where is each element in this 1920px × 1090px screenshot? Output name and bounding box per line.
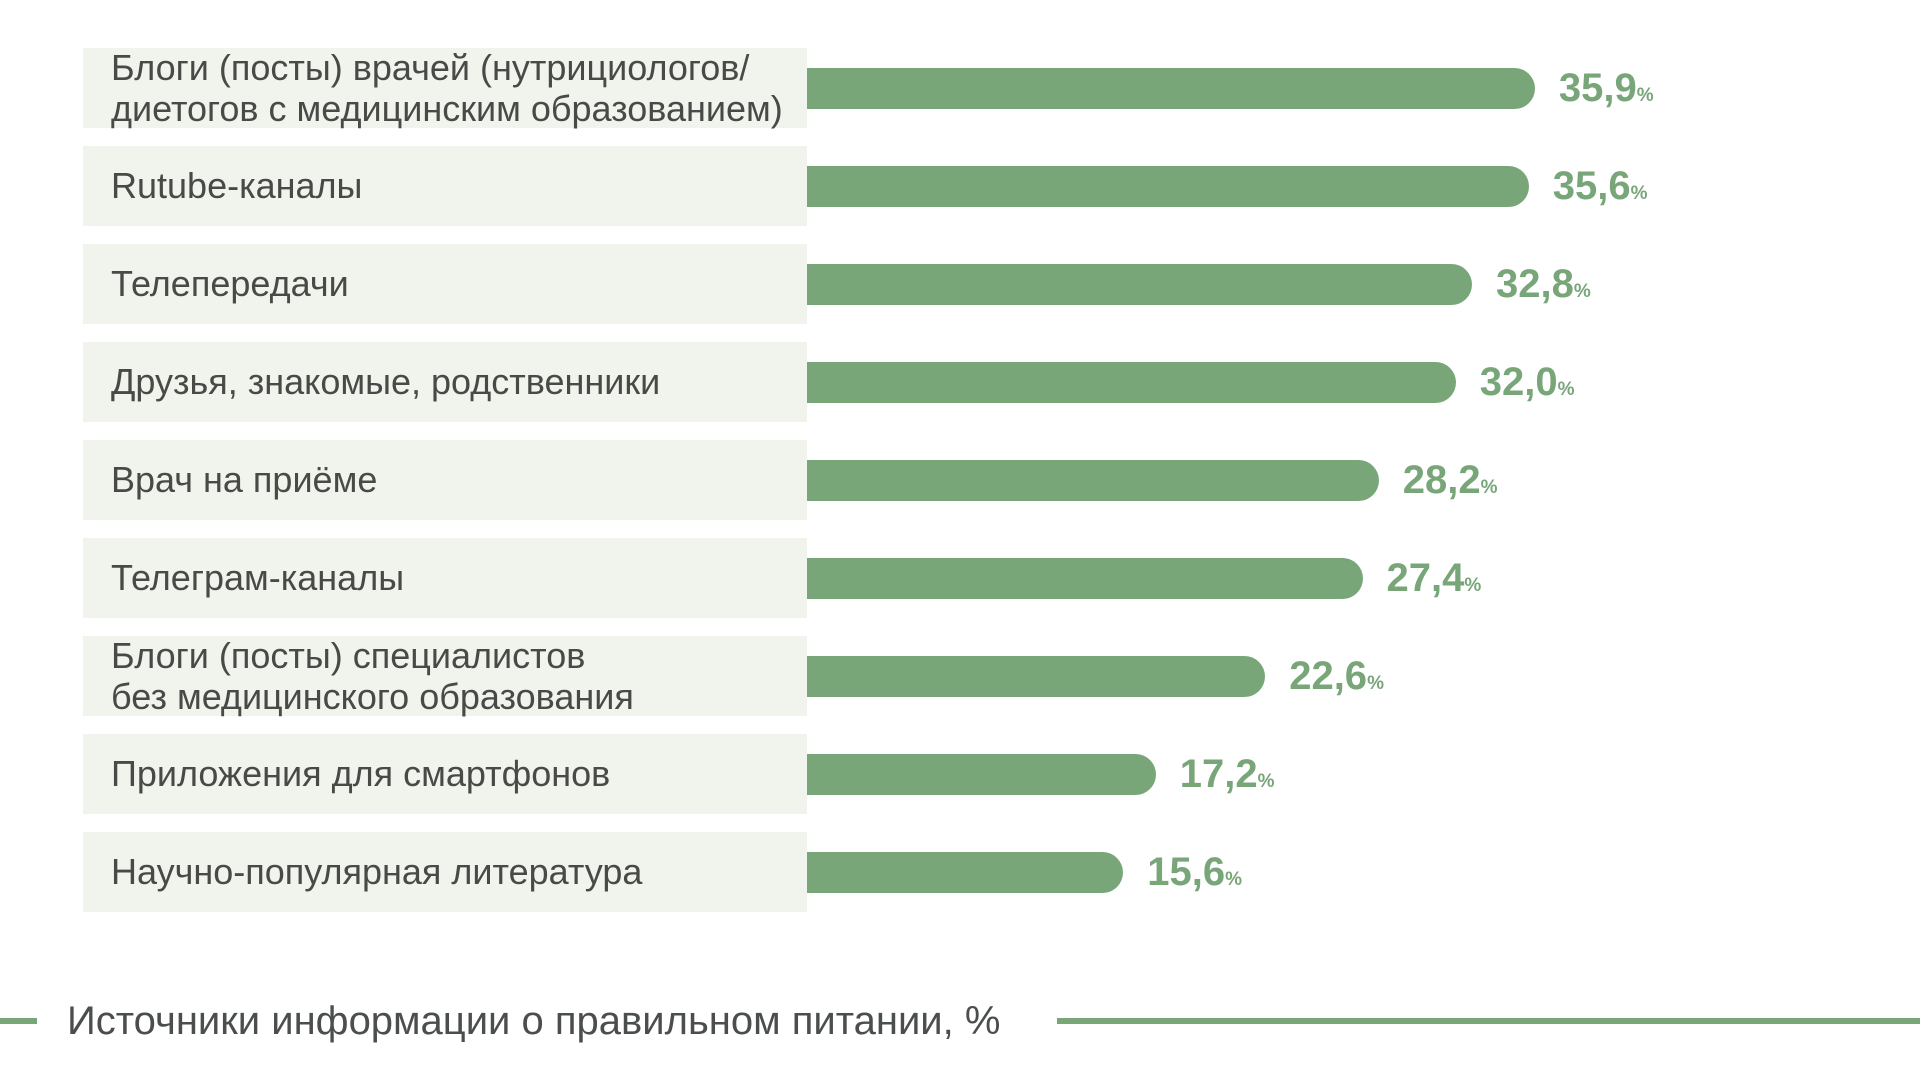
bar-area: 32,8% xyxy=(807,244,1654,324)
category-label: Телепередачи xyxy=(83,244,807,324)
chart-row: Врач на приёме 28,2% xyxy=(83,440,1654,520)
value-label: 32,8% xyxy=(1496,262,1591,307)
percent-sign: % xyxy=(1367,672,1384,694)
bar-area: 27,4% xyxy=(807,538,1654,618)
percent-sign: % xyxy=(1636,84,1654,106)
chart-row: Rutube-каналы 35,6% xyxy=(83,146,1654,226)
category-label: Врач на приёме xyxy=(83,440,807,520)
percent-sign: % xyxy=(1225,868,1243,890)
category-label: Блоги (посты) специалистов без медицинск… xyxy=(83,635,807,717)
value-label: 17,2% xyxy=(1180,752,1275,797)
value-number: 27,4 xyxy=(1386,555,1465,600)
percent-sign: % xyxy=(1257,770,1275,792)
category-label: Друзья, знакомые, родственники xyxy=(83,342,807,422)
percent-sign: % xyxy=(1480,476,1498,498)
bar xyxy=(807,753,1156,795)
bar-chart: Блоги (посты) врачей (нутрициологов/ дие… xyxy=(83,47,1654,930)
value-label: 32,0% xyxy=(1480,360,1575,405)
value-number: 35,6 xyxy=(1552,163,1631,208)
value-label: 35,6% xyxy=(1553,164,1648,209)
chart-title: Источники информации о правильном питани… xyxy=(67,998,1001,1043)
value-label: 27,4% xyxy=(1387,556,1482,601)
footer-right-line xyxy=(1057,1018,1920,1024)
value-number: 17,2 xyxy=(1179,751,1258,796)
bar-area: 22,6% xyxy=(807,636,1654,716)
value-number: 35,9 xyxy=(1558,65,1637,110)
value-label: 28,2% xyxy=(1403,458,1498,503)
chart-footer: Источники информации о правильном питани… xyxy=(0,997,1920,1045)
bar xyxy=(807,851,1124,893)
footer-left-dash xyxy=(0,1018,37,1024)
value-number: 28,2 xyxy=(1402,457,1481,502)
bar xyxy=(807,165,1529,207)
bar xyxy=(807,459,1379,501)
chart-row: Блоги (посты) врачей (нутрициологов/ дие… xyxy=(83,47,1654,129)
value-label: 35,9% xyxy=(1559,66,1654,111)
category-label: Rutube-каналы xyxy=(83,146,807,226)
value-label: 22,6% xyxy=(1289,654,1384,699)
bar xyxy=(807,263,1473,305)
chart-row: Блоги (посты) специалистов без медицинск… xyxy=(83,635,1654,717)
category-label: Телеграм-каналы xyxy=(83,538,807,618)
chart-row: Приложения для смартфонов 17,2% xyxy=(83,734,1654,814)
bar-area: 28,2% xyxy=(807,440,1654,520)
value-number: 32,8 xyxy=(1496,261,1574,306)
percent-sign: % xyxy=(1573,280,1591,302)
chart-rows: Блоги (посты) врачей (нутрициологов/ дие… xyxy=(83,47,1654,912)
bar-area: 35,6% xyxy=(807,146,1654,226)
value-label: 15,6% xyxy=(1147,850,1242,895)
bar xyxy=(807,67,1535,109)
chart-row: Телепередачи 32,8% xyxy=(83,244,1654,324)
value-number: 32,0 xyxy=(1479,359,1558,404)
chart-row: Научно-популярная литература 15,6% xyxy=(83,832,1654,912)
percent-sign: % xyxy=(1557,378,1575,400)
chart-row: Телеграм-каналы 27,4% xyxy=(83,538,1654,618)
bar-area: 17,2% xyxy=(807,734,1654,814)
bar xyxy=(807,655,1266,697)
percent-sign: % xyxy=(1630,182,1648,204)
value-number: 15,6 xyxy=(1147,849,1226,894)
bar-area: 15,6% xyxy=(807,832,1654,912)
bar xyxy=(807,361,1456,403)
bar xyxy=(807,557,1363,599)
category-label: Приложения для смартфонов xyxy=(83,734,807,814)
bar-area: 32,0% xyxy=(807,342,1654,422)
bar-area: 35,9% xyxy=(807,48,1654,128)
percent-sign: % xyxy=(1464,574,1482,596)
category-label: Научно-популярная литература xyxy=(83,832,807,912)
category-label: Блоги (посты) врачей (нутрициологов/ дие… xyxy=(83,47,807,129)
chart-row: Друзья, знакомые, родственники 32,0% xyxy=(83,342,1654,422)
value-number: 22,6 xyxy=(1289,653,1368,698)
